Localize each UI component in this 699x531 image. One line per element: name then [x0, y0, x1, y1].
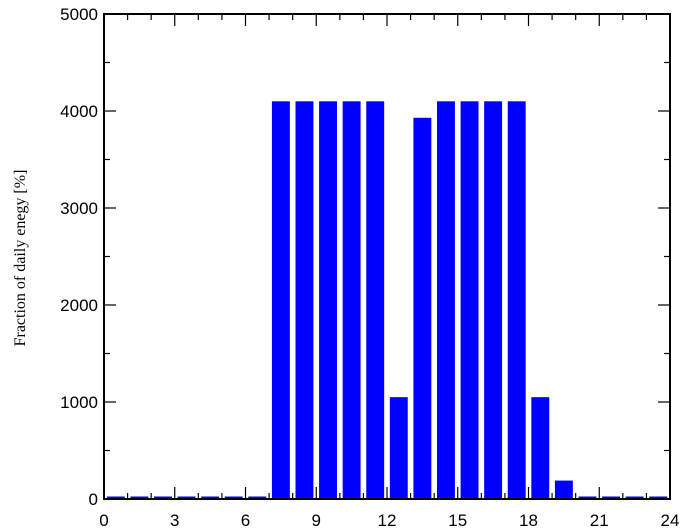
bar-hour-2 — [154, 496, 172, 499]
bar-hour-6 — [248, 496, 267, 499]
bar-hour-22 — [625, 496, 644, 499]
bar-hour-23 — [649, 496, 668, 499]
x-tick-label: 6 — [241, 511, 250, 530]
x-tick-label: 0 — [99, 511, 108, 530]
y-tick-label: 0 — [89, 490, 98, 509]
y-tick-label: 2000 — [60, 296, 98, 315]
bar-hour-14 — [437, 101, 455, 500]
bar-hour-17 — [507, 101, 526, 500]
x-tick-label: 3 — [170, 511, 179, 530]
bar-hour-18 — [531, 397, 550, 499]
bar-hour-20 — [578, 496, 597, 499]
bar-hour-16 — [484, 101, 503, 500]
x-tick-label: 24 — [661, 511, 680, 530]
bar-hour-5 — [224, 496, 243, 499]
bar-hour-10 — [342, 101, 361, 500]
bar-hour-4 — [201, 496, 220, 499]
bar-hour-21 — [602, 496, 620, 499]
y-tick-label: 5000 — [60, 5, 98, 24]
y-tick-label: 3000 — [60, 199, 98, 218]
bar-hour-13 — [413, 117, 432, 499]
bar-hour-1 — [130, 496, 149, 499]
bar-hour-9 — [319, 101, 337, 500]
bar-hour-0 — [106, 496, 125, 499]
bar-hour-8 — [295, 101, 314, 500]
y-tick-label: 1000 — [60, 393, 98, 412]
bar-hour-19 — [554, 480, 573, 499]
x-tick-label: 9 — [312, 511, 321, 530]
bar-hour-12 — [389, 397, 408, 499]
x-tick-label: 12 — [378, 511, 397, 530]
plot-frame — [103, 13, 671, 500]
bar-hour-7 — [271, 101, 290, 500]
x-tick-label: 21 — [590, 511, 609, 530]
bars-group — [106, 101, 668, 500]
y-axis-label: Fraction of daily enegy [%] — [12, 170, 29, 347]
x-tick-label: 18 — [519, 511, 538, 530]
ticks-group — [103, 13, 671, 500]
bar-hour-3 — [177, 496, 196, 499]
x-tick-label: 15 — [448, 511, 467, 530]
bar-hour-15 — [460, 101, 479, 500]
y-tick-label: 4000 — [60, 102, 98, 121]
tick-labels-group: 0 3 6 9 12 15 18 21 24 0 1000 2000 3000 4000 5000 — [60, 5, 679, 530]
bar-hour-11 — [366, 101, 385, 500]
